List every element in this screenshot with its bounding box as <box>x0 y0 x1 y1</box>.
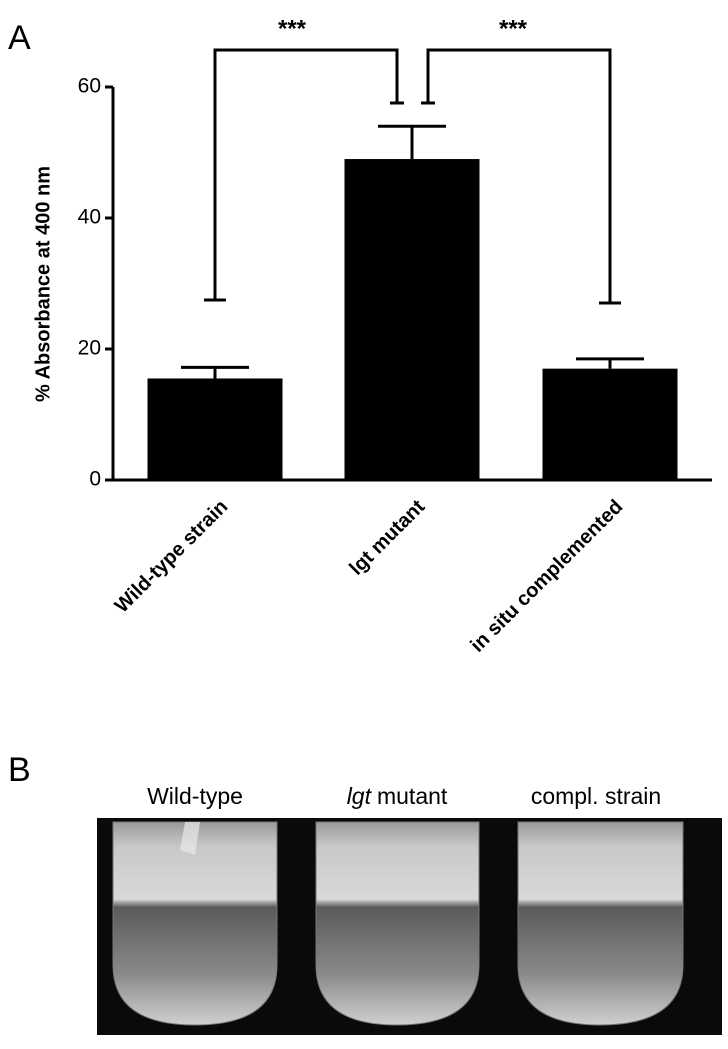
y-tick-label: 40 <box>78 206 101 229</box>
x-tick-label: in situ complemented <box>466 496 627 657</box>
significance-brackets <box>204 48 621 305</box>
y-tick-label: 0 <box>89 468 101 491</box>
significance-label: *** <box>278 15 307 42</box>
bar <box>147 378 283 480</box>
photo-label: compl. strain <box>531 783 661 809</box>
photo <box>97 818 722 1035</box>
y-axis-label: % Absorbance at 400 nm <box>32 166 54 402</box>
photo-label: Wild-type <box>147 783 243 809</box>
photo-label-italic: lgt <box>347 783 373 809</box>
photo-label: lgt mutant <box>347 783 448 809</box>
panel-label: A <box>8 19 31 57</box>
panel-label: B <box>8 751 31 789</box>
x-tick-label: lgt mutant <box>345 495 429 579</box>
bar <box>542 368 678 480</box>
significance-label: *** <box>499 15 528 42</box>
x-tick-label: Wild-type strain <box>111 496 233 618</box>
y-tick-label: 20 <box>78 337 101 360</box>
y-tick-label: 60 <box>78 75 101 98</box>
photo-label-rest: mutant <box>377 783 448 809</box>
bar <box>344 159 480 481</box>
